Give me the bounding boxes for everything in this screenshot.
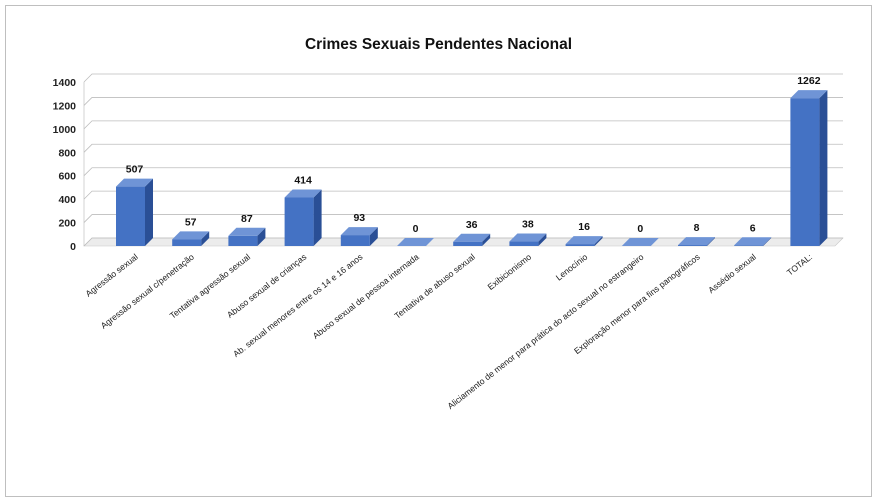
gridline	[83, 167, 843, 176]
bar-side	[538, 233, 547, 246]
bar	[397, 238, 434, 246]
y-tick-label: 200	[58, 218, 76, 230]
y-tick-label: 0	[70, 241, 76, 253]
bar-front	[678, 245, 707, 246]
bar-front	[172, 239, 202, 246]
category-label: Aliciamento de menor para prática do act…	[445, 252, 645, 411]
bar-top	[621, 238, 659, 246]
category-label: Assédio sexual	[706, 252, 758, 296]
bar-side	[313, 189, 322, 246]
gridline	[83, 73, 843, 83]
category-label: Abuso sexual de pessoa internada	[311, 252, 421, 341]
chart-title: Crimes Sexuais Pendentes Nacional	[304, 36, 573, 53]
bar-side	[819, 90, 828, 246]
bar-side	[145, 178, 153, 246]
bar	[790, 90, 828, 246]
bar-top	[734, 237, 772, 246]
bar	[565, 236, 603, 246]
data-label: 38	[522, 219, 534, 231]
bar	[734, 237, 772, 246]
data-label: 1262	[797, 75, 821, 87]
bar	[284, 189, 322, 246]
chart-frame	[5, 5, 872, 497]
gridline	[83, 97, 843, 106]
bar-top	[397, 238, 434, 246]
bar-front	[116, 186, 145, 246]
category-label: TOTAL:	[785, 252, 814, 278]
data-label: 87	[241, 213, 253, 225]
data-label: 0	[413, 223, 419, 235]
bar-top	[284, 189, 322, 198]
gridlines	[83, 73, 844, 247]
bar-top	[790, 90, 828, 99]
bar-side	[763, 237, 772, 246]
bar-side	[201, 231, 210, 246]
data-label: 93	[353, 212, 365, 224]
bar-top	[509, 233, 547, 242]
data-labels: 507 57 87 414 93 0 36 38 16 0 8 6 1262	[126, 75, 821, 235]
bars	[116, 90, 828, 246]
bar-top	[228, 227, 266, 236]
bar-top	[453, 233, 491, 242]
bar	[340, 227, 378, 246]
bar-front	[509, 241, 539, 246]
bar-side	[594, 236, 603, 246]
data-label: 0	[637, 223, 643, 235]
category-label: Exploração menor para fins panográficos	[572, 252, 702, 356]
bar-top	[116, 178, 153, 187]
bar-front	[453, 241, 483, 246]
y-tick-label: 1400	[53, 77, 77, 89]
gridline	[83, 214, 843, 223]
data-label: 6	[750, 222, 756, 234]
bar	[228, 227, 266, 246]
bar	[621, 238, 659, 246]
data-label: 414	[294, 175, 312, 187]
y-tick-label: 600	[58, 171, 76, 183]
bar-top	[678, 237, 715, 246]
category-label: Lenocínio	[554, 252, 590, 283]
bar-side	[707, 237, 715, 246]
bar-front	[228, 235, 258, 246]
gridline	[83, 190, 843, 200]
bar-front	[565, 244, 595, 246]
bar-top	[340, 227, 378, 236]
y-tick-label: 400	[58, 194, 76, 206]
bar-front	[790, 98, 820, 246]
data-label: 507	[126, 164, 144, 176]
data-label: 36	[466, 219, 478, 231]
data-label: 57	[185, 216, 197, 228]
bar	[509, 233, 547, 246]
bar-front	[340, 235, 370, 246]
data-label: 8	[694, 222, 700, 234]
bar-side	[257, 227, 266, 246]
y-axis-ticks: 0 200 400 600 800 1000 1200 1400	[53, 77, 77, 253]
bar	[116, 178, 153, 246]
category-label: Exibicionismo	[486, 252, 534, 292]
bar	[172, 231, 210, 246]
bar-front	[734, 245, 764, 246]
y-tick-label: 800	[58, 147, 76, 159]
bar	[678, 237, 715, 246]
bar-side	[482, 233, 491, 246]
y-tick-label: 1200	[53, 100, 77, 112]
bar-top	[565, 236, 603, 245]
gridline	[83, 120, 843, 130]
y-tick-label: 1000	[53, 124, 77, 136]
bar	[453, 233, 491, 246]
bar-side	[369, 227, 378, 246]
bar-front	[284, 197, 314, 246]
bar-top	[172, 231, 210, 240]
category-label: Agressão sexual c/penetração	[99, 252, 196, 331]
category-label: Agressão sexual	[83, 252, 139, 299]
data-label: 16	[578, 221, 590, 233]
gridline	[83, 143, 843, 153]
